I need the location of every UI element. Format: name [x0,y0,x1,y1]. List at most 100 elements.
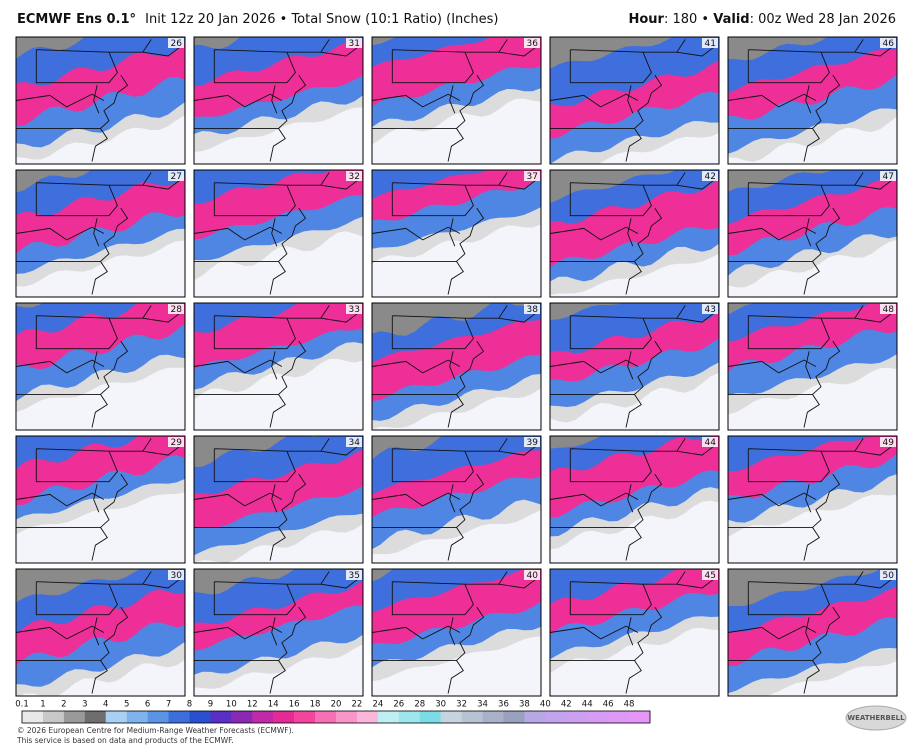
panel [372,569,541,696]
colorbar-label: 18 [310,700,321,710]
state-border [728,492,817,507]
panel-frame [193,568,364,697]
coastline [91,473,129,561]
bay [805,484,812,513]
panel [550,569,719,696]
member-number: 35 [349,571,360,581]
bay [271,484,278,513]
member-number: 39 [527,438,539,448]
panel-frame [193,36,364,165]
member-number: 40 [527,571,539,581]
panel-frame [727,568,898,697]
colorbar-label: 30 [435,700,446,710]
member-number: 45 [705,571,716,581]
snow-band [372,569,541,582]
member-box [524,570,540,580]
colorbar-label: 0.1 [15,700,29,710]
state-border [35,315,118,350]
colorbar-label: 8 [187,700,192,710]
panel-frame [549,435,720,564]
state-border [16,226,105,241]
snow-band [728,303,897,342]
panel [550,436,719,563]
panel [728,436,897,563]
coastline [447,207,485,295]
member-box [346,38,362,48]
state-border [372,625,461,640]
state-border [569,182,652,217]
panel-frame [15,302,186,431]
panel [16,303,185,430]
member-box [880,437,896,447]
panel [728,569,897,696]
state-border [194,359,283,374]
bay [271,218,278,247]
valid-label: Valid [713,12,749,27]
state-border [213,581,296,616]
colorbar-label: 42 [561,700,572,710]
state-border [676,179,715,190]
panel [372,170,541,297]
member-box [702,38,718,48]
state-border [194,625,283,640]
panel [550,37,719,164]
bay [93,85,100,114]
coastline [269,473,307,561]
snow-band [372,37,541,46]
state-border [854,578,893,589]
bay [627,351,634,380]
state-border [372,226,461,241]
state-border [142,179,181,190]
coastline [625,207,663,295]
state-border [35,581,118,616]
colorbar-swatch [629,711,651,723]
state-border [569,581,652,616]
snow-band [16,37,185,59]
panel [728,303,897,430]
snow-band [194,436,363,467]
state-border [16,492,105,507]
state-border [728,93,817,108]
colorbar-swatch [503,711,525,723]
state-border [550,226,639,241]
panel-frame [727,435,898,564]
snow-band [728,569,897,607]
state-border [35,448,118,483]
coastline [91,340,129,428]
snow-band [194,569,363,595]
state-border [391,182,474,217]
panel [372,37,541,164]
bay [93,218,100,247]
colorbar-swatch [147,711,169,723]
state-border [498,179,537,190]
state-border [498,445,537,456]
bay [449,351,456,380]
member-box [702,304,718,314]
coastline [625,473,663,561]
colorbar-swatch [63,711,86,723]
panel-frame [371,568,542,697]
state-border [142,445,181,456]
coastline [803,340,841,428]
state-border [35,49,118,84]
panel-frame [727,169,898,298]
bay [271,351,278,380]
colorbar-label: 12 [247,700,258,710]
state-border [372,93,461,108]
member-number: 42 [705,172,716,182]
state-border [569,49,652,84]
bay [449,484,456,513]
bay [271,85,278,114]
member-number: 41 [705,39,716,49]
coastline [803,473,841,561]
snow-band [728,170,897,192]
colorbar-swatch [566,711,588,723]
bay [93,484,100,513]
bay [627,85,634,114]
member-box [702,570,718,580]
state-border [194,226,283,241]
colorbar-swatch [315,711,337,723]
panel-frame [193,435,364,564]
colorbar-swatch [482,711,504,723]
colorbar-swatch [377,711,400,723]
